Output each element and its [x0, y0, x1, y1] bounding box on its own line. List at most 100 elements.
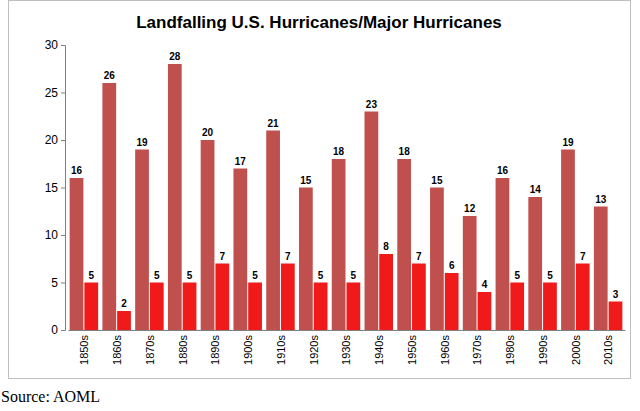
data-label: 5 [88, 270, 94, 281]
data-label: 28 [169, 51, 181, 62]
bar [528, 197, 542, 330]
y-tick: 0 [51, 323, 65, 337]
y-tick-mark [61, 188, 65, 189]
x-tick-label: 2010s [602, 335, 614, 365]
x-tick: 2000s [570, 330, 582, 365]
data-label: 21 [268, 118, 280, 129]
bar [135, 150, 149, 331]
y-tick-mark [61, 140, 65, 141]
data-label: 5 [154, 270, 160, 281]
y-tick-label: 15 [45, 181, 59, 195]
bar [347, 283, 361, 331]
x-tick-label: 1980s [504, 335, 516, 365]
x-tick: 1970s [471, 330, 483, 365]
bar [365, 112, 379, 331]
x-tick: 1910s [275, 330, 287, 365]
data-label: 16 [71, 165, 83, 176]
bar [117, 311, 131, 330]
x-tick-label: 1970s [471, 335, 483, 365]
x-tick-label: 1870s [144, 335, 156, 365]
x-tick: 1940s [373, 330, 385, 365]
bar [463, 216, 477, 330]
bar [332, 159, 346, 330]
bar [102, 83, 116, 330]
y-tick: 5 [51, 276, 65, 290]
bar [281, 264, 295, 331]
chart-title: Landfalling U.S. Hurricanes/Major Hurric… [136, 13, 502, 32]
bar [478, 292, 492, 330]
y-tick: 30 [45, 38, 65, 52]
x-tick-label: 1940s [373, 335, 385, 365]
x-axis: 1850s1860s1870s1880s1890s1900s1910s1920s… [69, 330, 626, 365]
x-tick: 1950s [406, 330, 418, 365]
x-axis-line [69, 330, 626, 331]
data-label: 7 [416, 251, 422, 262]
y-tick-label: 10 [45, 228, 59, 242]
x-tick: 1920s [308, 330, 320, 365]
data-label: 4 [482, 279, 488, 290]
chart-svg: Landfalling U.S. Hurricanes/Major Hurric… [0, 0, 640, 411]
y-tick-mark [61, 45, 65, 46]
bar [496, 178, 510, 330]
y-tick-label: 5 [51, 276, 58, 290]
bar [594, 207, 608, 331]
data-label: 13 [595, 194, 607, 205]
x-tick: 2010s [602, 330, 614, 365]
y-tick-label: 30 [45, 38, 59, 52]
x-tick-label: 1990s [537, 335, 549, 365]
data-label: 7 [580, 251, 586, 262]
y-tick-mark [61, 283, 65, 284]
bar [379, 254, 393, 330]
data-label: 18 [399, 146, 411, 157]
y-tick-mark [61, 93, 65, 94]
y-tick: 10 [45, 228, 65, 242]
data-label: 5 [351, 270, 357, 281]
bars [70, 64, 623, 330]
bar [266, 131, 280, 331]
y-tick-label: 0 [51, 323, 58, 337]
y-tick-label: 25 [45, 86, 59, 100]
data-label: 5 [318, 270, 324, 281]
data-label: 18 [333, 146, 345, 157]
bar [248, 283, 262, 331]
bar [168, 64, 182, 330]
y-tick-mark [61, 330, 65, 331]
x-tick-label: 1960s [439, 335, 451, 365]
data-label: 5 [547, 270, 553, 281]
bar [314, 283, 328, 331]
data-label: 19 [562, 137, 574, 148]
bar [609, 302, 623, 331]
x-tick-label: 1920s [308, 335, 320, 365]
data-label: 8 [383, 241, 389, 252]
bar [561, 150, 575, 331]
bar [543, 283, 557, 331]
bar [84, 283, 98, 331]
x-tick: 1880s [177, 330, 189, 365]
chart-frame [9, 1, 631, 379]
data-label: 15 [300, 175, 312, 186]
data-labels: 1626192820172115182318151216141913525575… [71, 51, 619, 309]
data-label: 16 [497, 165, 509, 176]
data-label: 19 [136, 137, 148, 148]
x-tick: 1990s [537, 330, 549, 365]
y-tick-label: 20 [45, 133, 59, 147]
bar [201, 140, 215, 330]
data-label: 12 [464, 203, 476, 214]
x-tick: 1930s [340, 330, 352, 365]
y-tick: 15 [45, 181, 65, 195]
source-note: Source: AOML [1, 388, 100, 405]
x-tick-label: 1880s [177, 335, 189, 365]
data-label: 7 [285, 251, 291, 262]
data-label: 26 [104, 70, 116, 81]
bar [412, 264, 426, 331]
y-tick: 25 [45, 86, 65, 100]
bar [510, 283, 524, 331]
bar [576, 264, 590, 331]
x-tick: 1960s [439, 330, 451, 365]
y-tick: 20 [45, 133, 65, 147]
x-tick-label: 1900s [242, 335, 254, 365]
data-label: 17 [235, 156, 247, 167]
data-label: 5 [514, 270, 520, 281]
bar [430, 188, 444, 331]
x-tick-label: 1890s [209, 335, 221, 365]
